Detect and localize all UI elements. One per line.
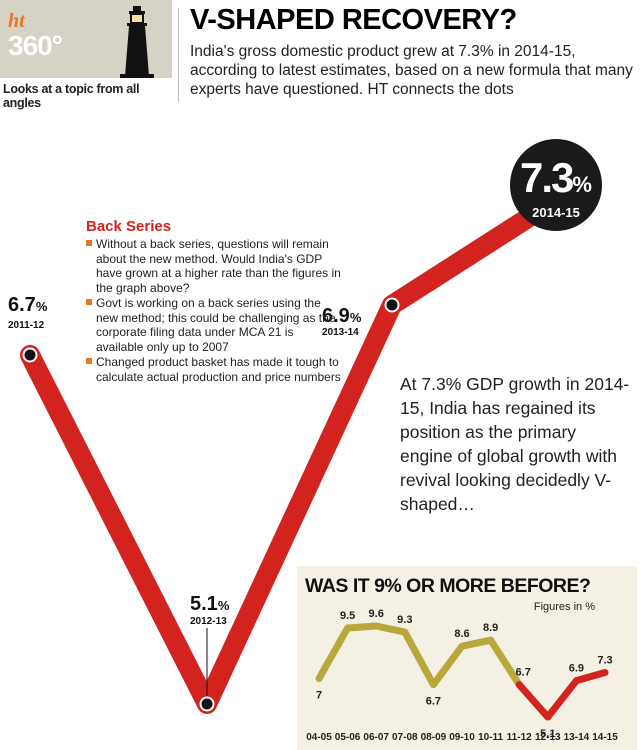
page-subtitle: India's gross domestic product grew at 7… (190, 43, 633, 98)
tagline: Looks at a topic from all angles (3, 82, 140, 110)
series-line-red (515, 669, 609, 721)
bubble-category-label: 2014-15 (532, 205, 580, 220)
inset-value-label: 6.9 (569, 663, 584, 675)
inset-value-label: 6.7 (426, 696, 441, 708)
inset-chart: WAS IT 9% OR MORE BEFORE? Figures in % 7 9.… (297, 566, 637, 750)
highlight-bubble (510, 139, 602, 231)
category-label: 2013-14 (322, 327, 359, 338)
inset-value-label: 7 (316, 690, 322, 702)
back-series-title: Back Series (86, 218, 172, 235)
inset-value-label: 8.9 (483, 622, 498, 634)
data-point (199, 696, 215, 712)
series-line-olive (315, 622, 523, 689)
data-label: 6.9% (322, 305, 362, 327)
back-series-box: Back Series Without a back series, quest… (86, 218, 376, 385)
inset-category-label: 14-15 (592, 732, 618, 743)
inset-category-label: 06-07 (363, 732, 389, 743)
inset-category-label: 07-08 (392, 732, 418, 743)
logo-ht-text: ht (8, 10, 25, 32)
series-line (20, 208, 538, 714)
category-label: 2011-12 (8, 320, 45, 331)
inset-category-label: 10-11 (478, 732, 503, 743)
page-title: V-SHAPED RECOVERY? (190, 4, 517, 36)
category-label: 2012-13 (190, 616, 227, 627)
inset-subtitle: Figures in % (534, 601, 595, 613)
inset-value-label: 6.7 (516, 667, 531, 679)
bullet-icon (86, 240, 92, 246)
inset-category-label: 12-13 (535, 732, 561, 743)
logo-360-text: 360° (8, 30, 63, 61)
inset-category-label: 11-12 (507, 732, 532, 743)
inset-value-label: 8.6 (454, 628, 469, 640)
inset-category-label: 04-05 (306, 732, 332, 743)
inset-category-label: 09-10 (449, 732, 475, 743)
callout-text: At 7.3% GDP growth in 2014-15, India has… (400, 374, 630, 514)
inset-value-label: 5.1 (540, 728, 555, 740)
ht360-logo: ht 360° (0, 0, 172, 78)
back-series-item: Changed product basket has made it tough… (86, 355, 344, 384)
inset-category-label: 13-14 (564, 732, 590, 743)
header-divider (178, 8, 179, 102)
data-label: 6.7% (8, 294, 48, 316)
inset-value-label: 9.5 (340, 610, 355, 622)
back-series-item: Without a back series, questions will re… (86, 237, 344, 295)
bullet-icon (86, 358, 92, 364)
bullet-icon (86, 299, 92, 305)
inset-category-label: 05-06 (335, 732, 361, 743)
inset-value-label: 9.6 (369, 608, 384, 620)
inset-category-label: 08-09 (421, 732, 447, 743)
data-label: 5.1% (190, 593, 230, 615)
lighthouse-icon (120, 6, 154, 78)
data-point (384, 297, 400, 313)
back-series-item: Govt is working on a back series using t… (86, 296, 344, 354)
bubble-value-label: 7.3% (520, 154, 592, 201)
data-point (22, 347, 38, 363)
inset-background (297, 566, 637, 750)
inset-value-label: 9.3 (397, 614, 412, 626)
inset-value-label: 7.3 (597, 655, 612, 667)
inset-title: WAS IT 9% OR MORE BEFORE? (305, 575, 590, 597)
